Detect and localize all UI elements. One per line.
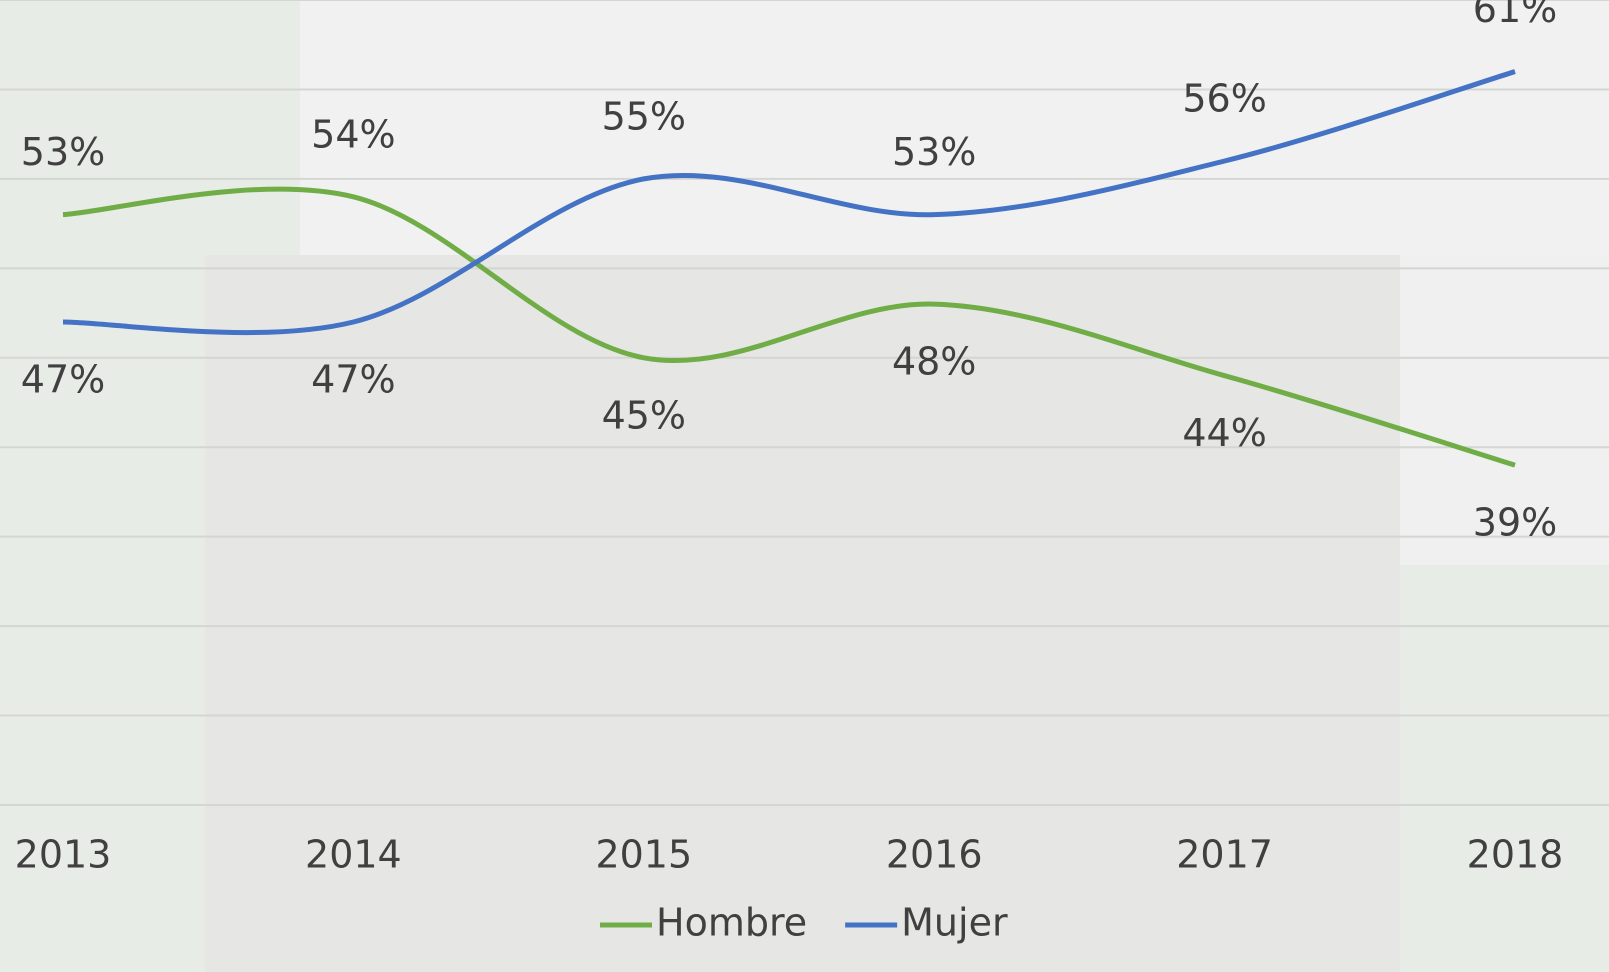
data-label: 47% (311, 358, 395, 402)
x-tick-label: 2014 (305, 833, 402, 877)
data-label: 55% (602, 94, 686, 138)
background-panel (300, 0, 1609, 255)
background-panel (1400, 255, 1609, 565)
data-label: 56% (1182, 77, 1266, 121)
data-label: 53% (21, 130, 105, 174)
x-tick-label: 2018 (1467, 833, 1564, 877)
data-label: 48% (892, 340, 976, 384)
x-tick-label: 2013 (15, 833, 112, 877)
x-tick-label: 2016 (886, 833, 983, 877)
data-label: 44% (1182, 411, 1266, 455)
data-label: 53% (892, 130, 976, 174)
legend-label: Mujer (901, 901, 1008, 945)
data-label: 45% (602, 393, 686, 437)
data-label: 39% (1473, 501, 1557, 545)
data-label: 54% (311, 112, 395, 156)
x-tick-label: 2015 (595, 833, 692, 877)
grid (0, 0, 1609, 806)
data-label: 61% (1473, 0, 1557, 31)
legend-label: Hombre (656, 901, 807, 945)
x-tick-label: 2017 (1176, 833, 1273, 877)
background-photo (205, 255, 1400, 972)
line (62, 186, 1516, 468)
plot: 53% 54% 45% 48% 44% 39% 47% 47% 55% 53% 56% 61% (21, 0, 1557, 545)
line (62, 69, 1516, 336)
data-label: 47% (21, 358, 105, 402)
